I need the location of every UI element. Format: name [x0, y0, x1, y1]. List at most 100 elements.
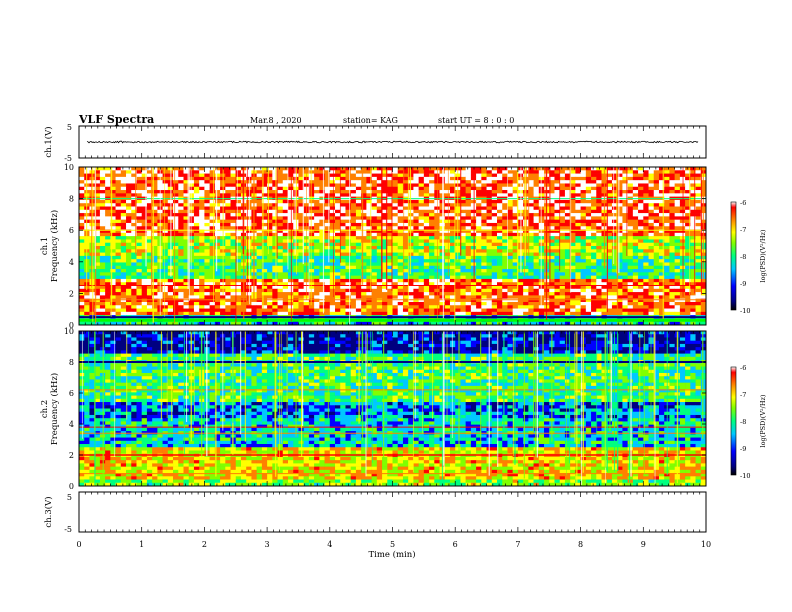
spec-cell — [188, 183, 195, 188]
spec-cell — [549, 236, 555, 240]
spec-cell — [523, 199, 529, 204]
spec-cell — [497, 213, 503, 217]
spec-cell — [345, 278, 351, 283]
spec-cell — [507, 229, 513, 234]
spec-cell — [632, 295, 639, 299]
spec-cell — [449, 229, 456, 234]
spec-cell — [512, 292, 519, 296]
spec-cell — [429, 167, 435, 171]
spec-cell — [214, 186, 221, 191]
spec-cell — [183, 183, 190, 188]
spec-cell — [298, 236, 304, 240]
spec-cell — [79, 176, 85, 181]
spec-cell — [371, 167, 378, 171]
spec-cell — [282, 206, 289, 211]
spec-cell — [627, 252, 634, 257]
spec-cell — [591, 255, 597, 260]
spec-cell — [94, 292, 101, 296]
spec-cell — [146, 222, 153, 227]
spec-cell — [481, 269, 487, 273]
spec-cell — [335, 186, 341, 191]
spec-cell — [193, 239, 200, 244]
spec-cell — [632, 176, 639, 181]
spec-cell — [120, 167, 127, 171]
spec-cell — [361, 219, 367, 224]
spec-cell — [491, 242, 498, 247]
spec-cell — [418, 180, 425, 184]
spec-cell — [465, 216, 472, 220]
spec-cell — [700, 298, 706, 303]
spec-cell — [476, 242, 482, 247]
spec-cell — [575, 265, 581, 270]
spec-cell — [350, 269, 357, 273]
spec-cell — [288, 216, 294, 220]
spec-cell — [162, 170, 169, 174]
spec-cell — [476, 193, 482, 197]
spec-cell — [183, 288, 190, 293]
spec-cell — [120, 199, 127, 204]
spec-cell — [481, 180, 487, 184]
spec-cell — [193, 252, 200, 257]
spec-cell — [120, 170, 127, 174]
spec-cell — [230, 275, 237, 280]
spec-cell — [591, 180, 597, 184]
spec-cell — [110, 269, 116, 273]
spec-cell — [235, 265, 242, 270]
spec-cell — [564, 269, 571, 273]
spec-cell — [481, 190, 487, 194]
spec-cell — [235, 249, 242, 253]
spec-cell — [298, 262, 304, 267]
spec-cell — [481, 167, 487, 171]
spec-cell — [658, 209, 665, 214]
spec-cell — [366, 275, 372, 280]
spec-cell — [554, 170, 560, 174]
spec-cell — [580, 203, 587, 207]
spec-cell — [193, 259, 200, 263]
spec-cell — [79, 242, 85, 247]
spec-cell — [429, 278, 435, 283]
spec-cell — [131, 298, 137, 303]
spec-cell — [126, 232, 132, 237]
spec-cell — [120, 292, 127, 296]
spec-cell — [329, 239, 336, 244]
spec-cell — [214, 288, 221, 293]
spec-cell — [256, 259, 263, 263]
spec-cell — [89, 275, 95, 280]
spec-cell — [554, 186, 560, 191]
spec-cell — [674, 278, 681, 283]
spec-cell — [79, 246, 85, 250]
spec-cell — [261, 288, 268, 293]
spec-cell — [413, 242, 419, 247]
spec-cell — [627, 199, 634, 204]
spec-cell — [146, 213, 153, 217]
spec-cell — [335, 236, 341, 240]
spec-cell — [188, 176, 195, 181]
spec-cell — [643, 265, 649, 270]
spec-cell — [115, 252, 122, 257]
spec-cell — [611, 239, 618, 244]
spec-cell — [627, 180, 634, 184]
spec-cell — [225, 176, 231, 181]
spec-cell — [293, 167, 299, 171]
spec-cell — [199, 275, 205, 280]
spec-cell — [502, 186, 508, 191]
spec-cell — [162, 246, 169, 250]
spec-cell — [382, 213, 388, 217]
spec-cell — [225, 180, 231, 184]
spec-cell — [277, 275, 284, 280]
spec-cell — [434, 229, 440, 234]
spec-cell — [465, 282, 472, 286]
spec-cell — [617, 213, 623, 217]
spec-cell — [643, 236, 649, 240]
spec-cell — [199, 259, 205, 263]
spec-cell — [507, 242, 513, 247]
spec-cell — [293, 226, 299, 230]
spec-cell — [272, 292, 278, 296]
spec-cell — [653, 262, 660, 267]
spec-cell — [664, 288, 670, 293]
spec-cell — [392, 255, 399, 260]
spec-cell — [162, 285, 169, 290]
spec-cell — [622, 275, 628, 280]
spec-cell — [314, 301, 320, 306]
spec-cell — [272, 295, 278, 299]
